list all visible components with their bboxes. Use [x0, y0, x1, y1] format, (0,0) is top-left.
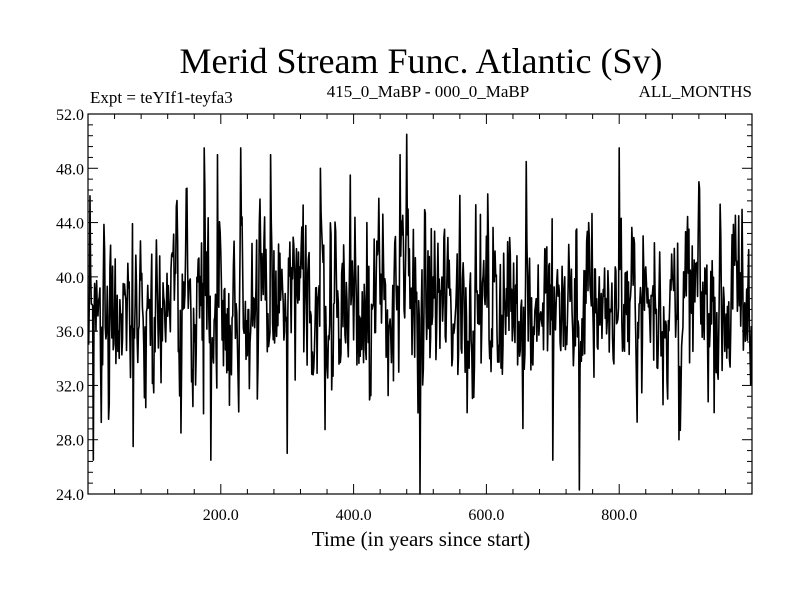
experiment-label: Expt = teYIf1-teyfa3: [90, 88, 233, 107]
y-axis: 24.0 28.0 32.0 36.0 40.0 44.0 48.0 52.0: [56, 107, 752, 504]
x-tick-label: 600.0: [468, 507, 504, 524]
y-tick-label: 44.0: [56, 216, 84, 233]
x-tick-label: 200.0: [203, 507, 239, 524]
y-tick-label: 28.0: [56, 433, 84, 450]
y-tick-label: 52.0: [56, 107, 84, 124]
x-axis-label: Time (in years since start): [312, 527, 531, 551]
period-label: 415_0_MaBP - 000_0_MaBP: [327, 82, 529, 101]
y-tick-label: 36.0: [56, 324, 84, 341]
y-tick-label: 48.0: [56, 161, 84, 178]
x-tick-label: 400.0: [336, 507, 372, 524]
chart-title: Merid Stream Func. Atlantic (Sv): [180, 41, 663, 81]
y-tick-label: 32.0: [56, 378, 84, 395]
x-tick-label: 800.0: [601, 507, 637, 524]
months-label: ALL_MONTHS: [639, 82, 752, 101]
x-axis: 200.0 400.0 600.0 800.0: [203, 114, 637, 524]
series-line: [87, 133, 753, 495]
y-tick-label: 24.0: [56, 487, 84, 504]
y-tick-label: 40.0: [56, 270, 84, 287]
plot-area: 24.0 28.0 32.0 36.0 40.0 44.0 48.0 52.0 200.0 40…: [56, 107, 753, 524]
